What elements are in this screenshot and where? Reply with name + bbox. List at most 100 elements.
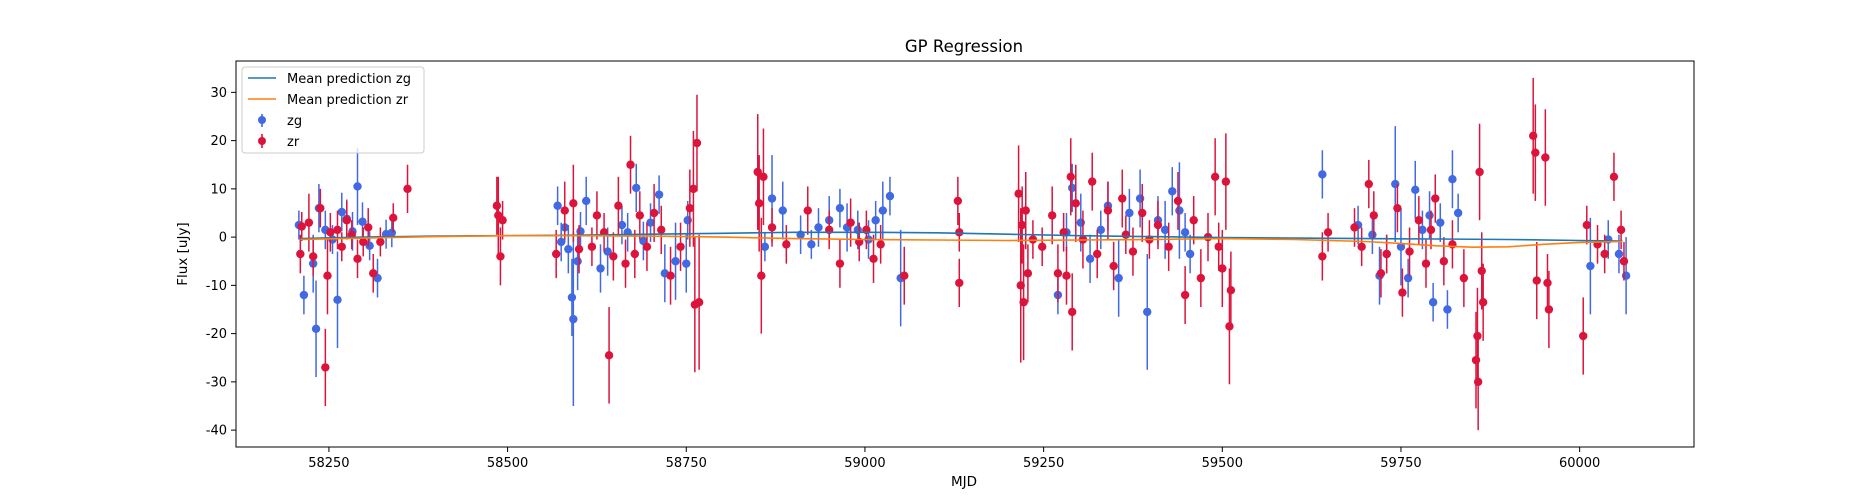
x-tick-label: 59250 xyxy=(1023,456,1064,471)
data-point-zr xyxy=(1619,257,1629,266)
data-point-zr xyxy=(337,242,346,251)
data-point-zg xyxy=(1114,273,1123,283)
data-point-zr xyxy=(1109,261,1118,271)
data-point-zg xyxy=(603,247,612,256)
data-point-zr xyxy=(1616,225,1626,235)
data-point-zr xyxy=(1164,242,1173,251)
data-point-zr xyxy=(359,237,368,247)
data-point-zr xyxy=(1016,281,1025,290)
data-point-zr xyxy=(1053,269,1063,278)
data-point-zr xyxy=(321,363,330,372)
y-tick-label: 20 xyxy=(210,134,227,149)
data-point-zr xyxy=(316,203,325,213)
data-point-zg xyxy=(671,257,680,266)
data-point-zr xyxy=(1047,211,1057,220)
legend-label-zr: zr xyxy=(287,135,300,150)
data-point-zr xyxy=(376,237,385,247)
data-point-zr xyxy=(754,199,764,208)
data-point-zr xyxy=(1579,331,1588,341)
data-point-zg xyxy=(556,237,566,247)
data-point-zr xyxy=(689,184,698,194)
data-point-zg xyxy=(1418,225,1427,235)
data-point-zr xyxy=(551,249,561,259)
x-tick-label: 59500 xyxy=(1202,456,1243,471)
x-tick-label: 60000 xyxy=(1559,456,1600,471)
data-point-zg xyxy=(814,223,823,232)
x-tick-label: 59000 xyxy=(844,456,885,471)
data-point-zr xyxy=(1218,264,1227,273)
data-point-zg xyxy=(337,207,346,217)
data-point-zg xyxy=(1453,208,1463,218)
data-point-zr xyxy=(403,184,412,194)
data-point-zr xyxy=(1323,228,1333,237)
data-point-zr xyxy=(342,216,351,225)
data-point-zg xyxy=(807,240,816,249)
data-point-zr xyxy=(1093,249,1102,259)
data-point-zg xyxy=(387,228,397,237)
data-point-zg xyxy=(1185,249,1195,259)
data-point-zr xyxy=(657,225,666,235)
data-point-zr xyxy=(1473,377,1483,387)
data-point-zr xyxy=(1318,252,1327,261)
data-point-zg xyxy=(1160,225,1170,235)
data-point-zr xyxy=(592,211,602,220)
x-tick-label: 58750 xyxy=(666,456,707,471)
data-point-zg xyxy=(1175,206,1184,215)
y-tick-label: 30 xyxy=(210,86,227,101)
data-point-zr xyxy=(1173,196,1183,206)
y-tick-label: 10 xyxy=(210,182,227,197)
x-axis: 58250 58500 58750 59000 59250 59500 59750 60000 xyxy=(308,447,1600,471)
data-point-zg xyxy=(299,290,309,300)
plot-area-frame xyxy=(235,60,1695,448)
data-point-zr xyxy=(604,351,614,360)
data-point-zr xyxy=(846,218,855,227)
data-point-zg xyxy=(353,182,362,191)
data-point-zr xyxy=(955,278,964,288)
data-point-zr xyxy=(1214,242,1223,251)
data-point-zr xyxy=(353,254,362,264)
data-point-zr xyxy=(1210,172,1220,181)
x-axis-label: MJD xyxy=(951,474,977,490)
data-point-zr xyxy=(1369,211,1379,220)
data-point-zr xyxy=(1414,216,1424,225)
data-point-zr xyxy=(666,271,675,280)
data-point-zg xyxy=(582,196,591,206)
data-point-zr xyxy=(1421,259,1431,268)
data-point-zr xyxy=(835,259,845,268)
data-point-zg xyxy=(569,314,578,324)
data-point-zr xyxy=(1439,257,1449,266)
data-point-zr xyxy=(1196,273,1206,283)
data-point-zr xyxy=(1426,225,1436,235)
data-point-zg xyxy=(1168,187,1177,196)
legend-label-mean-zr: Mean prediction zr xyxy=(287,93,409,108)
plot-data-layer xyxy=(294,77,1631,431)
data-point-zr xyxy=(955,228,964,237)
data-point-zg xyxy=(1403,273,1413,283)
data-point-zg xyxy=(564,244,573,254)
data-point-zr xyxy=(803,206,812,215)
data-point-zg xyxy=(1428,298,1438,307)
data-point-zr xyxy=(1153,220,1163,230)
data-point-zr xyxy=(296,249,305,259)
data-point-zr xyxy=(1459,273,1469,283)
data-point-zr xyxy=(1471,355,1481,365)
data-point-zr xyxy=(1068,307,1077,317)
data-point-zg xyxy=(683,216,692,225)
data-point-zg xyxy=(1396,242,1406,251)
data-point-zg xyxy=(1318,170,1327,179)
data-point-zr xyxy=(1541,153,1550,162)
data-point-zr xyxy=(1221,177,1231,186)
data-point-zg xyxy=(1614,249,1624,259)
data-point-zr xyxy=(1071,199,1080,208)
data-point-zr xyxy=(1180,290,1190,300)
data-point-zr xyxy=(1023,269,1033,278)
data-point-zr xyxy=(1376,269,1386,278)
y-tick-label: -40 xyxy=(206,424,227,439)
data-point-zr xyxy=(759,172,768,181)
data-point-zr xyxy=(1118,194,1127,203)
data-point-zg xyxy=(1586,261,1595,271)
data-point-zr xyxy=(1398,288,1407,297)
data-point-zg xyxy=(617,220,627,230)
mean-prediction-line-zr xyxy=(300,234,1623,249)
